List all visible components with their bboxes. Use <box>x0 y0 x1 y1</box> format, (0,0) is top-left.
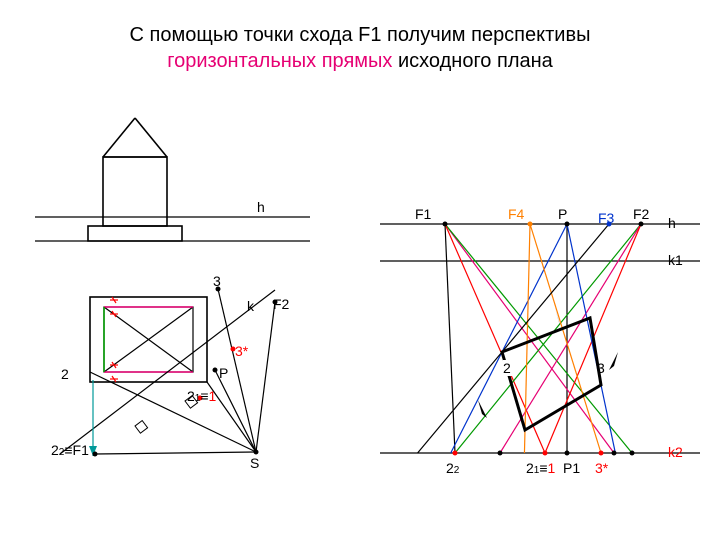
label: F2 <box>633 206 649 222</box>
label: 3* <box>595 460 608 476</box>
label: P <box>558 206 567 222</box>
label: 22≡F1 <box>51 442 89 458</box>
label: S <box>250 455 259 471</box>
label: k <box>247 298 254 314</box>
label: F2 <box>273 296 289 312</box>
label: F1 <box>415 206 431 222</box>
label: k2 <box>668 444 683 460</box>
label: 22 <box>446 460 459 476</box>
label: 2 <box>61 366 69 382</box>
label: 3* <box>235 343 248 359</box>
label: 2 <box>503 360 517 376</box>
label: h <box>257 199 265 215</box>
label: P1 <box>563 460 580 476</box>
label: 21≡1 <box>526 460 555 476</box>
label: 21≡1 <box>187 388 216 404</box>
label: F4 <box>508 206 524 222</box>
label: 3 <box>597 360 605 376</box>
label: P <box>219 365 228 381</box>
label: k1 <box>668 252 683 268</box>
label: h <box>668 215 676 231</box>
label: F3 <box>598 210 614 226</box>
diagram-canvas <box>0 0 720 540</box>
label: 3 <box>213 273 221 289</box>
